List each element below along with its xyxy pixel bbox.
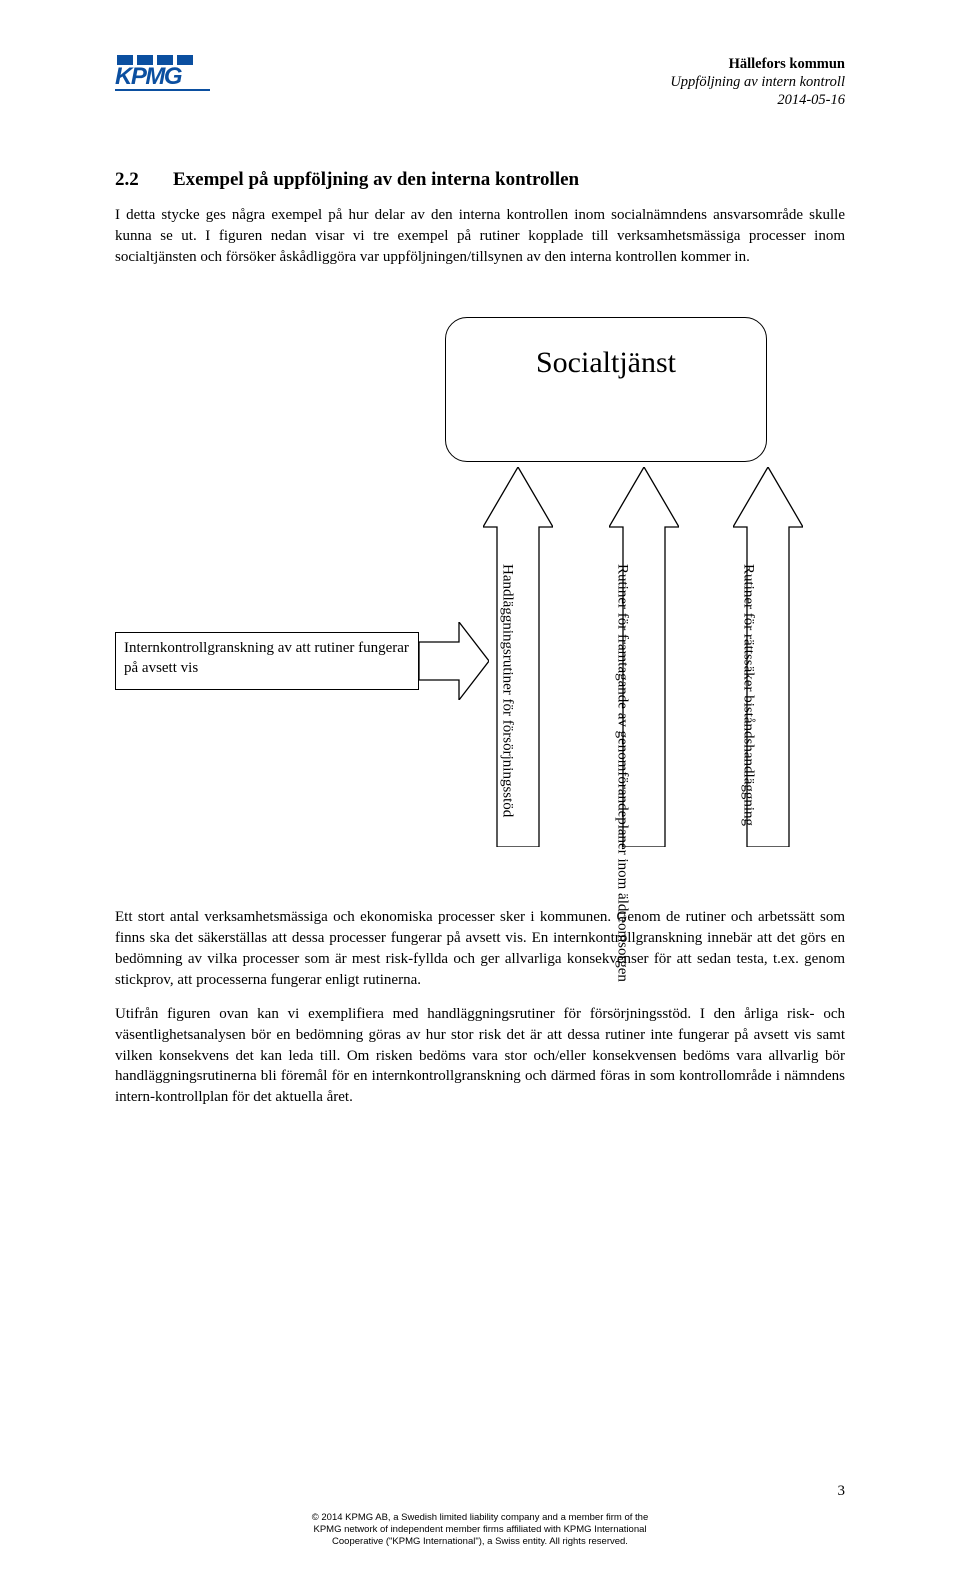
arrow-label-3: Rutiner för rättssäker biståndshandläggn…	[739, 564, 757, 826]
section-heading: 2.2 Exempel på uppföljning av den intern…	[115, 169, 845, 191]
header-date: 2014-05-16	[670, 91, 845, 109]
header-subtitle: Uppföljning av intern kontroll	[670, 73, 845, 91]
footer-line-1: © 2014 KPMG AB, a Swedish limited liabil…	[0, 1512, 960, 1524]
page-footer: © 2014 KPMG AB, a Swedish limited liabil…	[0, 1512, 960, 1548]
para-2: Ett stort antal verksamhetsmässiga och e…	[115, 907, 845, 990]
section-number: 2.2	[115, 169, 173, 191]
header-meta: Hällefors kommun Uppföljning av intern k…	[670, 55, 845, 109]
kpmg-logo: KPMG	[115, 55, 210, 93]
up-arrow-1-icon	[483, 467, 553, 847]
logo-text: KPMG	[115, 66, 210, 91]
arrow-label-1: Handläggningsrutiner för försörjningsstö…	[498, 564, 516, 817]
intro-paragraph: I detta stycke ges några exempel på hur …	[115, 205, 845, 267]
arrow-label-2: Rutiner för framtagande av genomförandep…	[613, 564, 631, 982]
internkontroll-box: Internkontrollgranskning av att rutiner …	[115, 632, 419, 690]
footer-line-2: KPMG network of independent member firms…	[0, 1524, 960, 1536]
footer-line-3: Cooperative ("KPMG International"), a Sw…	[0, 1536, 960, 1548]
section-title: Exempel på uppföljning av den interna ko…	[173, 169, 579, 191]
page-number: 3	[838, 1483, 846, 1500]
socialtjanst-node: Socialtjänst	[445, 317, 767, 462]
process-diagram: Socialtjänst Internkontrollgranskning av…	[115, 297, 845, 877]
header-client: Hällefors kommun	[670, 55, 845, 73]
horizontal-arrow-icon	[419, 622, 489, 700]
para-3: Utifrån figuren ovan kan vi exemplifiera…	[115, 1004, 845, 1107]
page-header: KPMG Hällefors kommun Uppföljning av int…	[115, 55, 845, 109]
